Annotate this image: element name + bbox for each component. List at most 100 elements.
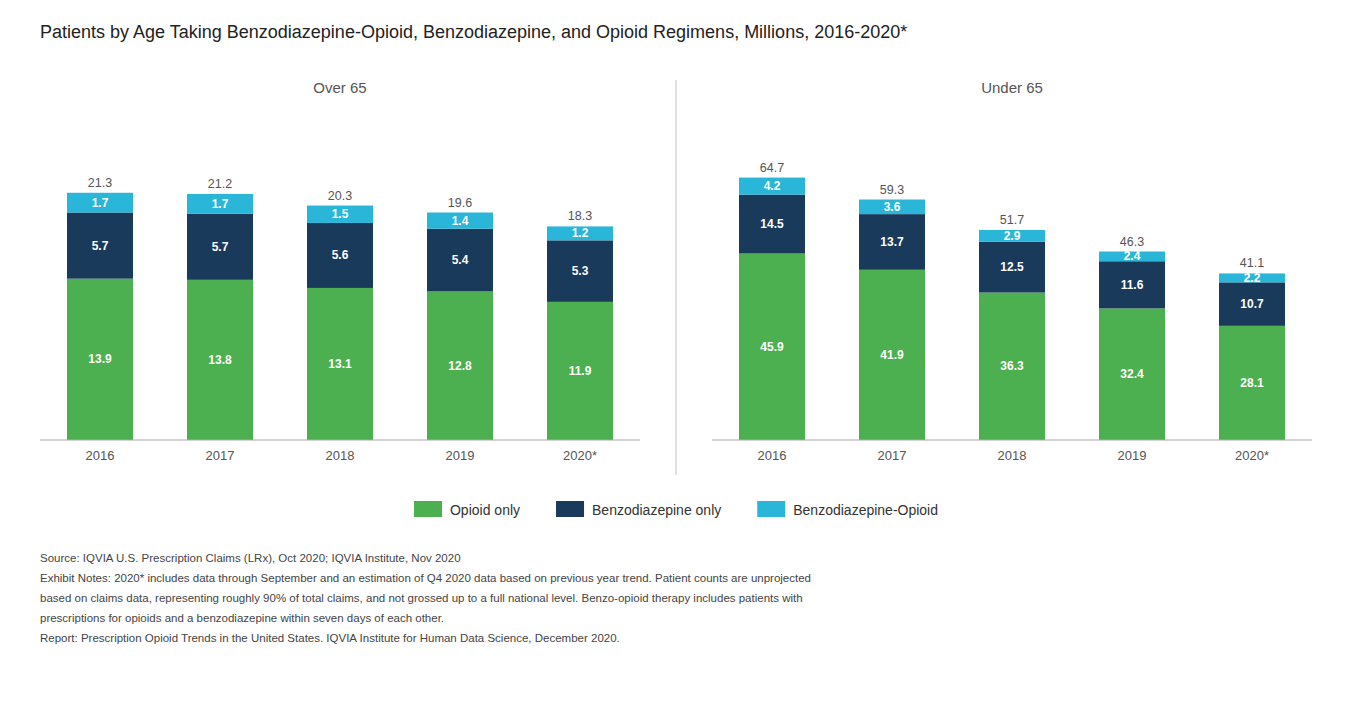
- segment-label: 12.8: [448, 359, 472, 373]
- segment-label: 1.5: [332, 207, 349, 221]
- footer-note: Report: Prescription Opioid Trends in th…: [40, 632, 620, 644]
- segment-label: 1.7: [212, 197, 229, 211]
- bar-segment: [187, 194, 253, 214]
- legend-swatch: [414, 501, 442, 517]
- segment-label: 11.9: [569, 364, 592, 378]
- bar-segment: [1099, 308, 1165, 440]
- x-tick-label: 2018: [326, 448, 355, 463]
- segment-label: 2.9: [1004, 229, 1021, 243]
- segment-label: 2.2: [1244, 271, 1261, 285]
- chart-title: Patients by Age Taking Benzodiazepine-Op…: [40, 22, 907, 42]
- legend-swatch: [757, 501, 785, 517]
- bar-segment: [307, 223, 373, 288]
- segment-label: 13.9: [88, 352, 112, 366]
- bar-segment: [427, 229, 493, 292]
- legend-item: Benzodiazepine-Opioid: [757, 501, 938, 518]
- segment-label: 5.6: [332, 248, 349, 262]
- segment-label: 5.4: [452, 253, 469, 267]
- bar-segment: [859, 200, 925, 215]
- segment-label: 1.7: [92, 196, 109, 210]
- x-tick-label: 2020*: [1235, 448, 1269, 463]
- bar-segment: [979, 242, 1045, 293]
- segment-label: 11.6: [1121, 278, 1144, 292]
- total-label: 18.3: [568, 209, 592, 223]
- segment-label: 45.9: [760, 340, 784, 354]
- footer-note: prescriptions for opioids and a benzodia…: [40, 612, 444, 624]
- total-label: 59.3: [880, 183, 904, 197]
- x-axis-line: [40, 440, 640, 441]
- bar-segment: [1099, 261, 1165, 308]
- total-label: 41.1: [1240, 256, 1264, 270]
- bar-segment: [859, 270, 925, 440]
- footer-note: Source: IQVIA U.S. Prescription Claims (…: [40, 552, 461, 564]
- bars: [67, 193, 613, 440]
- bar-segment: [307, 206, 373, 223]
- bar-segment: [1219, 326, 1285, 440]
- segment-label: 5.7: [212, 240, 229, 254]
- legend-label: Benzodiazepine-Opioid: [793, 502, 938, 518]
- bar-segment: [67, 193, 133, 213]
- bar-segment: [187, 280, 253, 440]
- segment-label: 5.3: [572, 264, 589, 278]
- data-labels: 13.9 5.7 1.7 21.3 13.8 5.7 1.7 21.2 13.1 5.6 1.5 20…: [88, 176, 592, 378]
- bar-segment: [307, 288, 373, 440]
- segment-label: 13.7: [880, 235, 904, 249]
- bar-segment: [739, 195, 805, 254]
- total-label: 19.6: [448, 196, 472, 210]
- bar-segment: [427, 213, 493, 229]
- x-tick-label: 2016: [86, 448, 115, 463]
- bar-segment: [427, 291, 493, 440]
- segment-label: 12.5: [1000, 260, 1024, 274]
- total-label: 64.7: [760, 161, 784, 175]
- bar-segment: [547, 302, 613, 440]
- chart-canvas: Patients by Age Taking Benzodiazepine-Op…: [0, 0, 1352, 711]
- bar-segment: [67, 279, 133, 440]
- segment-label: 5.7: [92, 239, 109, 253]
- bar-segment: [547, 240, 613, 302]
- bars: [739, 178, 1285, 440]
- legend-label: Opioid only: [450, 502, 520, 518]
- x-tick-label: 2017: [878, 448, 907, 463]
- segment-label: 32.4: [1120, 367, 1144, 381]
- bar-segment: [739, 178, 805, 195]
- total-label: 21.2: [208, 177, 232, 191]
- legend-swatch: [556, 501, 584, 517]
- x-tick-label: 2016: [758, 448, 787, 463]
- bar-segment: [739, 254, 805, 440]
- legend-label: Benzodiazepine only: [592, 502, 721, 518]
- x-tick-label: 2020*: [563, 448, 597, 463]
- bar-segment: [187, 214, 253, 280]
- segment-label: 41.9: [880, 348, 904, 362]
- background: [0, 0, 1352, 711]
- segment-label: 3.6: [884, 200, 901, 214]
- legend: Opioid only Benzodiazepine only Benzodiaze…: [414, 501, 938, 518]
- footer-note: based on claims data, representing rough…: [40, 592, 803, 604]
- bar-segment: [67, 213, 133, 279]
- bar-segment: [1219, 282, 1285, 325]
- legend-item: Opioid only: [414, 501, 520, 518]
- bar-segment: [547, 226, 613, 240]
- panel: Under 6545.914.54.264.741.913.73.659.336…: [712, 79, 1312, 463]
- total-label: 20.3: [328, 189, 352, 203]
- total-label: 46.3: [1120, 235, 1144, 249]
- segment-label: 2.4: [1124, 249, 1141, 263]
- panel-title: Over 65: [313, 79, 366, 96]
- x-tick-label: 2018: [998, 448, 1027, 463]
- segment-label: 10.7: [1240, 297, 1264, 311]
- x-tick-label: 2017: [206, 448, 235, 463]
- total-label: 21.3: [88, 176, 112, 190]
- segment-label: 13.8: [208, 353, 232, 367]
- segment-label: 4.2: [764, 179, 781, 193]
- panel: Over 65 13.9 5.7 1.7 21.3 13.8 5.7 1.7 21.2 13.1 5…: [40, 79, 640, 463]
- segment-label: 28.1: [1240, 376, 1264, 390]
- bar-segment: [979, 293, 1045, 440]
- panel-separator: [675, 80, 676, 475]
- data-labels: 45.914.54.264.741.913.73.659.336.312.52.…: [760, 161, 1264, 390]
- segment-label: 13.1: [328, 357, 352, 371]
- total-label: 51.7: [1000, 213, 1024, 227]
- x-tick-label: 2019: [446, 448, 475, 463]
- x-axis-line: [712, 440, 1312, 441]
- segment-label: 1.2: [572, 226, 589, 240]
- segment-label: 1.4: [452, 214, 469, 228]
- bar-segment: [859, 214, 925, 270]
